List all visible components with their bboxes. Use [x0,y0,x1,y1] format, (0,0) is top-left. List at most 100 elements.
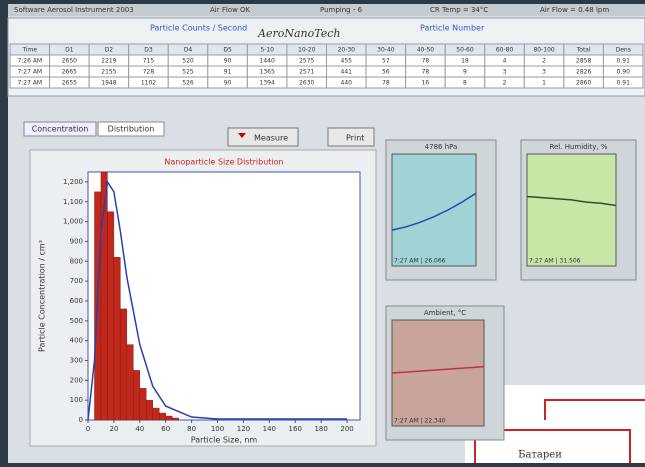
bar [146,400,152,420]
y-tick-label: 500 [70,317,83,325]
x-tick-label: 80 [187,425,196,433]
table-cell-text: 7:26 AM [17,58,42,65]
table-cell-text: 455 [341,58,353,65]
gauge-title: 4786 hPa [425,143,458,151]
table-cell-text: 525 [182,69,194,76]
table-header: 50-60 [456,47,474,54]
status: Pumping - 6 [320,6,363,14]
gauge-title: Ambient, °C [424,309,466,317]
y-tick-label: 1,100 [63,198,83,206]
bar [133,370,139,420]
button-label: Measure [254,134,288,143]
group-header: Particle Counts / Second [150,24,247,33]
y-axis-label: Particle Concentration / cm³ [38,240,47,352]
x-tick-label: 160 [289,425,302,433]
x-tick-label: 20 [109,425,118,433]
bar [120,309,126,420]
tab-label: Distribution [108,125,155,134]
y-tick-label: 200 [70,376,83,384]
table-cell-text: 3 [542,69,546,76]
table-cell-text: 1394 [260,80,275,87]
status: Air Flow OK [210,6,251,14]
logo: AeroNanoTech [257,27,340,40]
table-cell-text: 2858 [576,58,591,65]
gauge-readout: 7:27 AM | 22.340 [394,418,446,425]
bar [159,413,165,420]
table-cell-text: 1948 [101,80,116,87]
table-cell-text: 2650 [62,58,77,65]
y-tick-label: 700 [70,277,83,285]
x-axis-label: Particle Size, nm [191,436,258,445]
x-tick-label: 120 [237,425,250,433]
bar [153,408,159,420]
window-title: Software Aerosol Instrument 2003 [14,6,134,14]
table-cell-text: 9 [463,69,467,76]
table-cell-text: 715 [143,58,155,65]
x-tick-label: 200 [340,425,353,433]
table-cell-text: 18 [461,58,469,65]
table-cell-text: 90 [224,80,232,87]
table-header: 10-20 [298,47,316,54]
table-cell-text: 91 [224,69,232,76]
table-header: 30-40 [377,47,395,54]
table-cell-text: 4 [503,58,507,65]
table-cell-text: 7:27 AM [17,80,42,87]
y-tick-label: 800 [70,257,83,265]
table-header: 40-50 [417,47,435,54]
overlay-label: Батареи [518,450,562,461]
table-cell-text: 2219 [101,58,116,65]
table-cell-text: 3 [503,69,507,76]
table-header: Time [21,47,37,54]
table-cell-text: 2571 [299,69,314,76]
status: Air Flow = 0.48 lpm [540,6,609,14]
table-header: D4 [184,47,193,54]
y-tick-label: 900 [70,237,83,245]
table-header: 5-10 [260,47,274,54]
y-tick-label: 1,000 [63,218,83,226]
table-cell-text: 1365 [260,69,275,76]
group-header: Particle Number [420,24,485,33]
status: CR Temp = 34°C [430,6,488,14]
table-cell-text: 441 [341,69,353,76]
x-tick-label: 40 [135,425,144,433]
table-cell-text: 1102 [141,80,156,87]
table-cell-text: 78 [422,69,430,76]
table-cell-text: 0.90 [617,69,631,76]
table-cell-text: 2860 [576,80,591,87]
button-label: Print [346,134,364,143]
table-cell-text: 7:27 AM [17,69,42,76]
bar [166,416,172,420]
bar [140,388,146,420]
table-header: 60-80 [496,47,514,54]
page: Software Aerosol Instrument 2003 AeroNan… [0,0,645,463]
bar [172,418,178,420]
x-tick-label: 140 [263,425,276,433]
table-cell-text: 1440 [260,58,275,65]
table-cell-text: 2155 [101,69,116,76]
table-cell-text: 57 [382,58,390,65]
table-header: Total [576,47,591,54]
y-tick-label: 1,200 [63,178,83,186]
gauge-readout: 7:27 AM | 31.506 [529,258,581,265]
table-cell-text: 16 [422,80,430,87]
screen: Software Aerosol Instrument 2003 AeroNan… [0,0,645,463]
gauge-plot [392,320,484,426]
x-tick-label: 0 [86,425,90,433]
bar [114,257,120,420]
y-tick-label: 400 [70,337,83,345]
table-cell-text: 2630 [299,80,314,87]
table-cell-text: 2665 [62,69,77,76]
table-header: D5 [223,47,232,54]
table-cell-text: 0.91 [617,58,631,65]
table-cell-text: 440 [341,80,353,87]
table-cell-text: 56 [382,69,390,76]
table-cell-text: 2826 [576,69,591,76]
table-cell-text: 2575 [299,58,314,65]
bar [107,212,113,420]
bar [127,345,133,420]
table-cell-text: 1 [542,80,546,87]
gauge-plot [527,154,616,266]
table-cell-text: 520 [182,58,194,65]
table-header: D2 [105,47,114,54]
gauge-readout: 7:27 AM | 26.066 [394,258,446,265]
